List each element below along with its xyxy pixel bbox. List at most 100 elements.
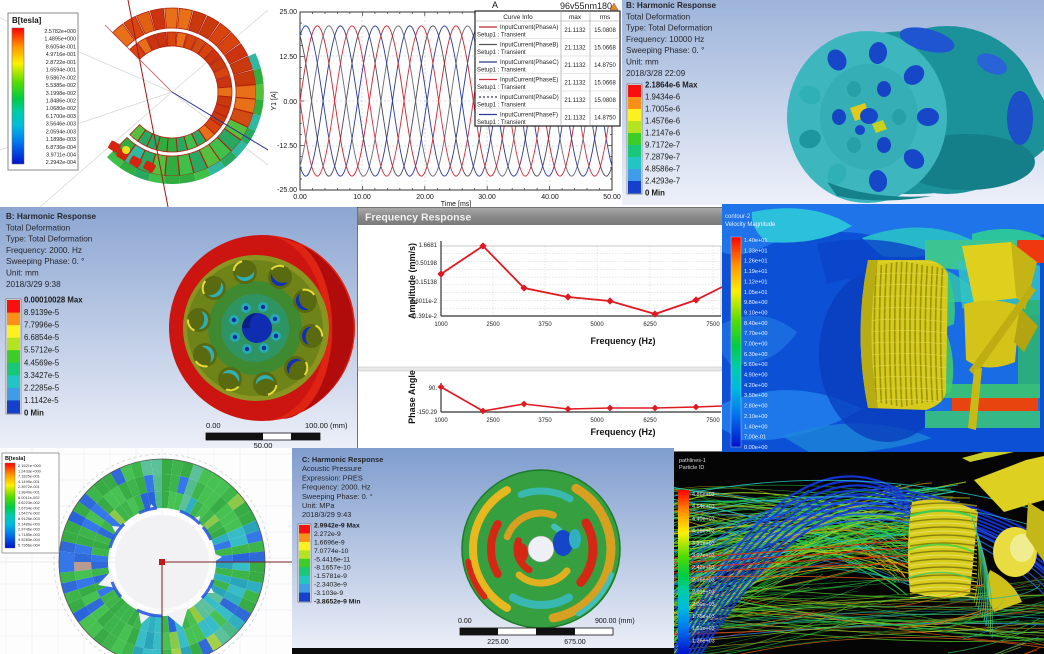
svg-text:8.0011e-002: 8.0011e-002 — [18, 495, 40, 500]
svg-text:30.00: 30.00 — [478, 194, 496, 201]
svg-text:-3.8652e-9 Min: -3.8652e-9 Min — [314, 599, 360, 606]
svg-text:Acoustic Pressure: Acoustic Pressure — [302, 464, 362, 473]
svg-text:2.00e+03: 2.00e+03 — [692, 602, 715, 608]
svg-text:Setup1 : Transient: Setup1 : Transient — [477, 68, 526, 74]
svg-text:1.3849e-001: 1.3849e-001 — [18, 490, 40, 495]
svg-text:4.8586e-7: 4.8586e-7 — [645, 165, 680, 174]
svg-text:Time [ms]: Time [ms] — [441, 201, 472, 207]
svg-text:1.4895e+000: 1.4895e+000 — [44, 37, 76, 43]
svg-text:1.9434e-6: 1.9434e-6 — [645, 93, 680, 102]
svg-text:2.8722e-001: 2.8722e-001 — [46, 60, 76, 66]
svg-text:3.3427e-5: 3.3427e-5 — [24, 371, 60, 380]
svg-text:4.9716e-001: 4.9716e-001 — [46, 52, 76, 58]
svg-text:15.0668: 15.0668 — [594, 46, 616, 52]
svg-text:7.70e+00: 7.70e+00 — [744, 331, 768, 337]
svg-text:B[tesla]: B[tesla] — [12, 16, 42, 25]
svg-text:Frequency (Hz): Frequency (Hz) — [590, 427, 655, 437]
svg-text:InputCurrent(PhaseB): InputCurrent(PhaseB) — [500, 43, 558, 49]
svg-text:7.0774e-10: 7.0774e-10 — [314, 548, 349, 555]
svg-text:1.391e-2: 1.391e-2 — [413, 314, 437, 320]
svg-text:4.64e+03: 4.64e+03 — [692, 504, 715, 510]
svg-text:contour-2: contour-2 — [725, 214, 751, 220]
svg-text:2.6704e-002: 2.6704e-002 — [18, 505, 40, 510]
svg-text:90.: 90. — [429, 386, 438, 392]
svg-text:3.07e+03: 3.07e+03 — [692, 553, 715, 559]
svg-text:rms: rms — [600, 14, 611, 21]
svg-text:InputCurrent(PhaseC): InputCurrent(PhaseC) — [500, 60, 559, 66]
svg-text:1.05e+01: 1.05e+01 — [744, 290, 768, 296]
svg-text:Sweeping Phase: 0. °: Sweeping Phase: 0. ° — [302, 492, 373, 501]
svg-text:Setup1 : Transient: Setup1 : Transient — [477, 33, 526, 39]
svg-text:0.00: 0.00 — [206, 421, 221, 430]
svg-text:7.7996e-5: 7.7996e-5 — [24, 321, 60, 330]
svg-text:2018/3/29 9:43: 2018/3/29 9:43 — [302, 510, 351, 519]
svg-text:900.00 (mm): 900.00 (mm) — [595, 618, 635, 625]
svg-text:B: Harmonic Response: B: Harmonic Response — [6, 212, 97, 221]
svg-text:-25.00: -25.00 — [277, 187, 297, 194]
svg-text:InputCurrent(PhaseE): InputCurrent(PhaseE) — [500, 78, 558, 84]
svg-text:2.10e+00: 2.10e+00 — [744, 414, 768, 420]
svg-text:0.00: 0.00 — [293, 194, 307, 201]
svg-text:6.6854e-5: 6.6854e-5 — [24, 333, 60, 342]
svg-text:max: max — [569, 14, 582, 21]
svg-text:Setup1 : Transient: Setup1 : Transient — [477, 50, 526, 56]
svg-text:-150.29: -150.29 — [417, 410, 438, 416]
svg-text:1.2433e+000: 1.2433e+000 — [18, 468, 42, 473]
svg-text:50.00: 50.00 — [254, 441, 273, 448]
svg-text:4.86e+03: 4.86e+03 — [692, 492, 715, 498]
svg-text:1.33e+01: 1.33e+01 — [744, 248, 768, 254]
svg-text:0.00: 0.00 — [283, 99, 297, 106]
svg-text:5000: 5000 — [590, 418, 604, 424]
svg-text:8.6054e-001: 8.6054e-001 — [46, 44, 76, 50]
svg-text:20.00: 20.00 — [416, 194, 434, 201]
svg-text:2500: 2500 — [486, 322, 500, 328]
svg-text:C: Harmonic Response: C: Harmonic Response — [302, 455, 383, 464]
svg-text:InputCurrent(PhaseF): InputCurrent(PhaseF) — [500, 113, 558, 119]
svg-text:15.0808: 15.0808 — [594, 28, 616, 34]
svg-text:B: Harmonic Response: B: Harmonic Response — [626, 1, 717, 10]
svg-text:Frequency (Hz): Frequency (Hz) — [590, 336, 655, 346]
svg-text:1.51e+03: 1.51e+03 — [692, 626, 715, 632]
svg-text:6.1700e-003: 6.1700e-003 — [46, 114, 76, 120]
svg-text:1.75e+03: 1.75e+03 — [692, 614, 715, 620]
svg-text:-12.50: -12.50 — [277, 143, 297, 150]
svg-text:2.1521e+000: 2.1521e+000 — [18, 463, 42, 468]
svg-text:3750: 3750 — [538, 418, 552, 424]
svg-text:Frequency: 2000. Hz: Frequency: 2000. Hz — [6, 246, 82, 255]
svg-text:2.1864e-6 Max: 2.1864e-6 Max — [645, 81, 698, 90]
svg-text:2.4293e-7: 2.4293e-7 — [645, 177, 680, 186]
svg-text:Particle ID: Particle ID — [679, 465, 704, 471]
svg-text:7.00e-01: 7.00e-01 — [744, 435, 766, 441]
svg-text:9.9283e-004: 9.9283e-004 — [18, 537, 41, 542]
svg-text:Setup1 : Transient: Setup1 : Transient — [477, 103, 526, 109]
svg-text:Phase Angle: Phase Angle — [407, 370, 417, 424]
svg-text:0.00010028 Max: 0.00010028 Max — [24, 296, 83, 305]
svg-text:1.8486e-002: 1.8486e-002 — [46, 99, 76, 105]
svg-text:3.1998e-002: 3.1998e-002 — [46, 91, 76, 97]
svg-text:Type: Total Deformation: Type: Total Deformation — [6, 235, 93, 244]
svg-text:8.9125e-003: 8.9125e-003 — [18, 516, 40, 521]
svg-text:Sweeping Phase: 0. °: Sweeping Phase: 0. ° — [626, 46, 704, 55]
svg-text:Type: Total Deformation: Type: Total Deformation — [626, 24, 713, 33]
svg-text:1000: 1000 — [434, 322, 448, 328]
svg-text:-5.4416e-11: -5.4416e-11 — [314, 556, 350, 563]
svg-text:4.1495e-001: 4.1495e-001 — [18, 479, 40, 484]
svg-text:40.00: 40.00 — [541, 194, 559, 201]
svg-text:6.8736e-004: 6.8736e-004 — [46, 145, 76, 151]
svg-text:3.5646e-003: 3.5646e-003 — [46, 122, 76, 128]
svg-text:7500: 7500 — [706, 418, 720, 424]
svg-text:-8.1657e-10: -8.1657e-10 — [314, 565, 351, 572]
svg-text:2500: 2500 — [486, 418, 500, 424]
svg-text:1000: 1000 — [434, 418, 448, 424]
svg-text:6.30e+00: 6.30e+00 — [744, 352, 768, 358]
svg-text:4.6011e-2: 4.6011e-2 — [410, 299, 437, 305]
svg-text:5.60e+00: 5.60e+00 — [744, 362, 768, 368]
svg-text:5.7356e-004: 5.7356e-004 — [18, 543, 41, 548]
svg-text:1.6696e-9: 1.6696e-9 — [314, 539, 345, 546]
svg-text:Y1 [A]: Y1 [A] — [271, 91, 278, 110]
svg-text:2.3972e-001: 2.3972e-001 — [18, 484, 40, 489]
svg-text:14.8750: 14.8750 — [594, 116, 616, 122]
svg-text:8.9139e-5: 8.9139e-5 — [24, 308, 60, 317]
svg-text:Sweeping Phase: 0. °: Sweeping Phase: 0. ° — [6, 257, 84, 266]
svg-text:2018/3/29 9:38: 2018/3/29 9:38 — [6, 280, 61, 289]
